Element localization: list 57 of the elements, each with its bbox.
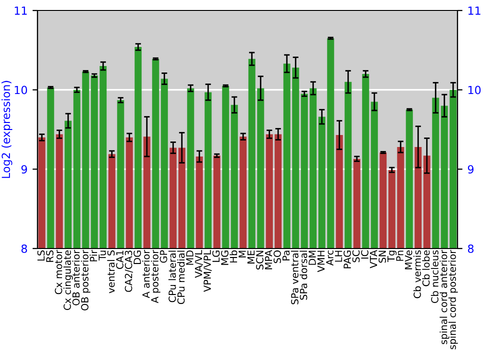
x-tick-label: Cx motor <box>54 250 62 294</box>
x-tick-label: LG <box>212 250 220 262</box>
x-tick-label: MG <box>221 250 228 265</box>
x-tick-label: Pn <box>396 250 404 261</box>
x-tick-label: RS <box>46 250 54 262</box>
y2-tick-label: 11 <box>468 6 480 15</box>
y-tick-label: 9 <box>21 165 27 174</box>
x-tick-label: VA/VL <box>194 250 203 278</box>
x-tick-label: VMH <box>317 250 325 272</box>
x-tick-label: DG <box>134 250 141 264</box>
x-tick-label: Pa <box>282 250 290 260</box>
x-tick-label: A anterior <box>142 250 150 298</box>
x-tick-label: CA1 <box>116 250 124 269</box>
x-tick-label: spinal cord anterior <box>440 250 450 344</box>
x-tick-label: CPu medial <box>177 250 185 304</box>
y-axis-title: Log2 (expression) <box>1 80 12 178</box>
x-tick-label: IC <box>361 250 368 259</box>
x-tick-label: MPA <box>264 250 272 270</box>
x-tick-label: Cb lobe <box>422 250 430 286</box>
x-tick-label: Cx cingulate <box>63 250 73 310</box>
x-tick-label: SN <box>378 250 386 263</box>
x-tick-label: SPa ventral <box>290 250 298 304</box>
x-tick-label: Tu <box>98 250 106 261</box>
x-tick-label: CPu lateral <box>168 250 176 302</box>
x-tick-label: Hb <box>230 250 238 262</box>
x-tick-label: LH <box>334 250 342 262</box>
x-tick-label: OB anterior <box>72 250 80 306</box>
x-tick-label: PAG <box>344 250 351 268</box>
x-tick-label: ventral S <box>107 250 115 294</box>
y2-tick-label: 8 <box>468 244 474 253</box>
x-tick-label: Cb vermis <box>413 250 421 298</box>
x-tick-label: VPM/VPL <box>204 250 212 292</box>
y2-tick-label: 9 <box>468 165 474 174</box>
x-tick-label: LS <box>37 250 45 261</box>
x-tick-label: SC <box>352 250 360 262</box>
y2-tick-label: 10 <box>468 86 481 94</box>
y-tick-label: 11 <box>14 6 27 15</box>
x-tick-label: SPa dorsal <box>300 250 308 300</box>
x-tick-label: MVe <box>404 250 412 270</box>
x-tick-label: SO <box>274 250 281 264</box>
x-tick-label: CA2/CA3 <box>124 250 133 292</box>
x-tick-label: OB posterior <box>80 250 90 310</box>
x-tick-label: ME <box>247 250 255 264</box>
x-tick-label: VTA <box>370 250 378 268</box>
x-tick-label: A posterior <box>150 250 160 304</box>
x-tick-label: Pir <box>90 250 98 262</box>
x-tick-label: M <box>238 250 246 258</box>
x-tick-label: Tg <box>387 250 397 262</box>
x-tick-label: GP <box>160 250 168 263</box>
x-tick-label: SCN <box>256 250 264 270</box>
x-tick-label: MD <box>186 250 194 265</box>
y-tick-label: 8 <box>21 244 28 253</box>
x-tick-label: Cb nucleus <box>430 250 438 303</box>
x-tick-label: DM <box>308 250 316 265</box>
x-tick-label: spinal cord posterior <box>448 250 458 350</box>
y-tick-label: 10 <box>14 86 28 94</box>
x-tick-label: Arc <box>326 250 334 266</box>
